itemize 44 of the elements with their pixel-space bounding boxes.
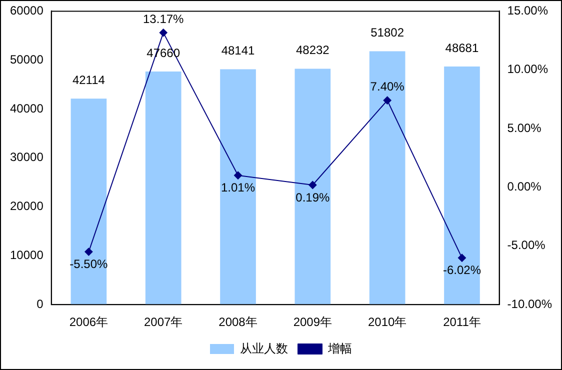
point	[383, 96, 392, 104]
y-tick-label: 0	[36, 296, 44, 311]
data-label: 42114	[72, 72, 106, 87]
legend-label: 增幅	[327, 341, 352, 356]
data-label: -5.50%	[70, 257, 108, 272]
y-tick-label: 50000	[10, 52, 44, 66]
x-tick-label: 2006年	[69, 315, 108, 330]
data-label: 13.17%	[143, 12, 184, 26]
data-label: 7.40%	[370, 80, 405, 94]
x-tick-label: 2009年	[293, 315, 332, 330]
bar	[369, 51, 406, 305]
x-tick-label: 2007年	[144, 315, 183, 330]
bar	[220, 69, 256, 305]
point	[234, 171, 242, 180]
point	[159, 28, 168, 37]
x-tick-label: 2010年	[368, 315, 407, 330]
x-tick-label: 2011年	[443, 315, 481, 330]
bar	[444, 66, 480, 305]
y2-tick-label: -5.00%	[507, 238, 546, 252]
point	[308, 181, 317, 190]
bar	[294, 68, 331, 305]
point	[84, 248, 93, 256]
data-label: 0.19%	[296, 190, 330, 204]
y-tick-label: 30000	[10, 150, 44, 164]
x-tick-label: 2008年	[218, 315, 258, 330]
data-label: 51802	[370, 26, 404, 40]
data-label: 48141	[221, 44, 256, 58]
data-label: 48232	[296, 43, 330, 58]
y2-tick-label: 0.00%	[507, 180, 542, 194]
bar	[145, 72, 182, 305]
data-label: -6.02%	[442, 263, 482, 278]
y2-tick-label: 10.00%	[507, 62, 548, 76]
y2-tick-label: -10.00%	[507, 296, 552, 311]
legend-label: 从业人数	[240, 341, 288, 356]
y-tick-label: 60000	[10, 4, 44, 18]
data-label: 1.01%	[220, 180, 256, 195]
y-tick-label: 10000	[10, 248, 44, 262]
y-tick-label: 40000	[10, 101, 44, 116]
y-tick-label: 20000	[10, 199, 44, 214]
bar	[70, 98, 107, 305]
data-label: 48681	[445, 40, 479, 55]
point	[458, 254, 466, 262]
y2-tick-label: 15.00%	[507, 4, 548, 18]
y2-tick-label: 5.00%	[507, 120, 542, 135]
